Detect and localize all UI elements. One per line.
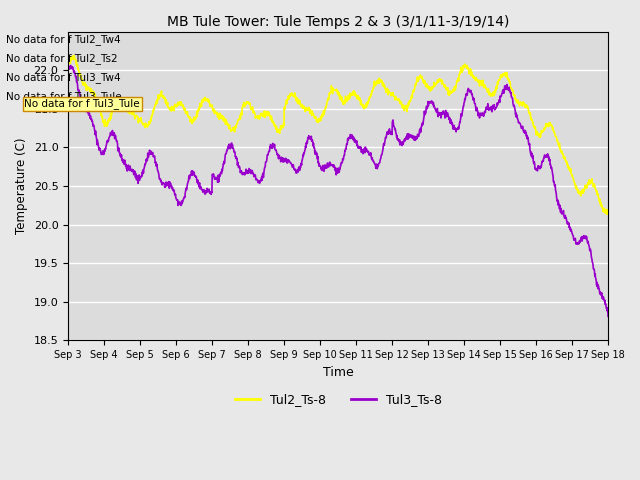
Tul3_Ts-8 [64, 63, 72, 69]
Tul3_Ts-8 [604, 313, 612, 319]
Tul2_Ts-8 [70, 53, 77, 59]
Tul2_Ts-8 [315, 116, 323, 121]
Tul3_Ts-8 [106, 130, 114, 136]
Tul3_Ts-8 [294, 170, 301, 176]
Tul2_Ts-8 [129, 111, 136, 117]
Line: Tul2_Ts-8: Tul2_Ts-8 [68, 56, 608, 215]
Text: No data for f Tul2_Ts2: No data for f Tul2_Ts2 [6, 53, 118, 64]
Tul3_Ts-8 [67, 62, 74, 68]
Tul2_Ts-8 [106, 115, 114, 120]
Tul3_Ts-8 [305, 133, 312, 139]
Text: No data for f Tul3_Tule: No data for f Tul3_Tule [6, 91, 122, 102]
Tul3_Ts-8 [129, 168, 136, 174]
Tul2_Ts-8 [604, 212, 611, 217]
Title: MB Tule Tower: Tule Temps 2 & 3 (3/1/11-3/19/14): MB Tule Tower: Tule Temps 2 & 3 (3/1/11-… [167, 15, 509, 29]
Tul2_Ts-8 [64, 62, 72, 68]
Tul2_Ts-8 [604, 207, 612, 213]
Legend: Tul2_Ts-8, Tul3_Ts-8: Tul2_Ts-8, Tul3_Ts-8 [230, 388, 447, 411]
Tul3_Ts-8 [372, 166, 380, 171]
Tul2_Ts-8 [294, 100, 301, 106]
Text: No data for f Tul3_Tule: No data for f Tul3_Tule [24, 98, 140, 109]
Line: Tul3_Ts-8: Tul3_Ts-8 [68, 65, 608, 316]
Tul3_Ts-8 [315, 159, 323, 165]
Text: No data for f Tul3_Tw4: No data for f Tul3_Tw4 [6, 72, 121, 83]
Tul2_Ts-8 [372, 80, 380, 85]
X-axis label: Time: Time [323, 366, 353, 379]
Tul2_Ts-8 [305, 105, 312, 110]
Text: No data for f Tul2_Tw4: No data for f Tul2_Tw4 [6, 34, 121, 45]
Y-axis label: Temperature (C): Temperature (C) [15, 138, 28, 234]
